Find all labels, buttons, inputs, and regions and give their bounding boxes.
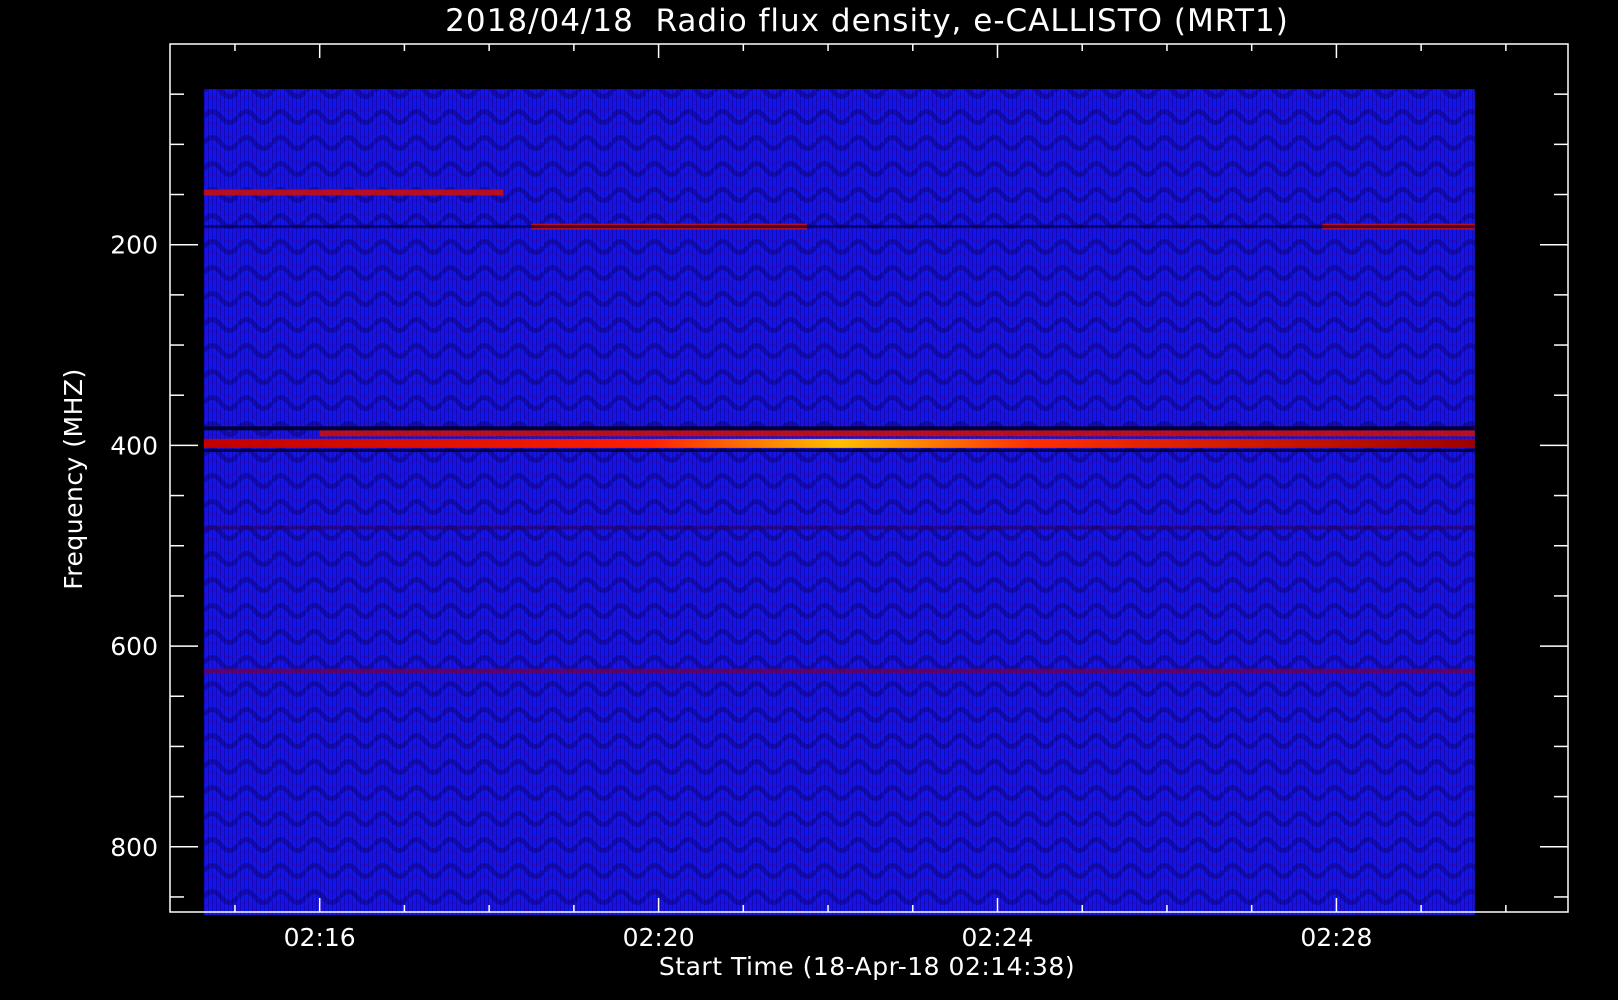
dark-line-lower (203, 448, 1475, 452)
x-tick-label-1: 02:20 (623, 923, 695, 952)
plot-frame (169, 43, 1569, 913)
spectrogram-stripes (203, 89, 1475, 916)
emission-band-1 (319, 430, 1475, 437)
x-tick-label-3: 02:28 (1300, 923, 1372, 952)
emission-features (203, 189, 1475, 674)
dark-line-182 (203, 225, 1475, 229)
chart-title: 2018/04/18 Radio flux density, e-CALLIST… (445, 3, 1289, 39)
emission-band-2 (203, 189, 504, 196)
x-axis: 02:16 02:20 02:24 02:28 (234, 44, 1507, 952)
y-tick-label-2: 600 (110, 632, 158, 661)
x-axis-label: Start Time (18-Apr-18 02:14:38) (659, 952, 1075, 981)
spectrogram-image (203, 89, 1475, 916)
y-axis-label: Frequency (MHZ) (59, 368, 88, 590)
y-tick-label-1: 400 (110, 431, 158, 460)
emission-band-5 (203, 668, 1475, 674)
emission-band-0 (203, 438, 1475, 448)
dark-line-upper (203, 426, 1475, 431)
x-tick-label-2: 02:24 (961, 923, 1033, 952)
dark-line-482 (203, 525, 1475, 530)
y-axis: 200 400 600 800 (110, 93, 1568, 898)
y-tick-label-3: 800 (110, 833, 158, 862)
x-tick-label-0: 02:16 (284, 923, 356, 952)
y-tick-label-0: 200 (110, 231, 158, 260)
